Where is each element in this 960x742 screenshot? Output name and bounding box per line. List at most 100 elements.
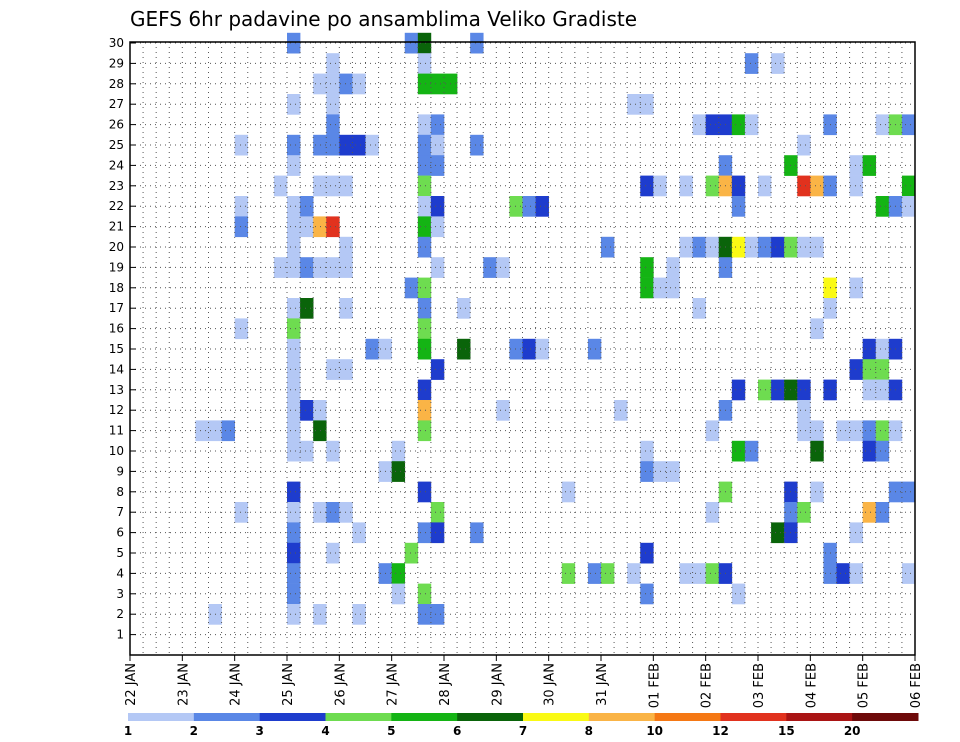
legend-label: 10 xyxy=(646,724,663,738)
heat-cell xyxy=(417,32,432,54)
heat-cell xyxy=(679,563,693,584)
legend-swatch xyxy=(523,713,590,721)
heat-cell xyxy=(430,502,445,523)
heat-cell xyxy=(535,338,549,360)
heat-cell xyxy=(417,73,432,95)
heat-cell xyxy=(470,522,484,544)
heat-cell xyxy=(417,134,432,156)
legend-label: 8 xyxy=(585,724,593,738)
heat-cell xyxy=(287,481,301,503)
heat-cell xyxy=(627,94,641,115)
heat-cell xyxy=(287,542,301,564)
heat-cell xyxy=(849,359,863,380)
heat-cell xyxy=(417,522,432,544)
heat-cell xyxy=(797,420,811,442)
x-tick-label: 25 JAN xyxy=(281,663,296,706)
y-tick-label: 15 xyxy=(109,342,124,356)
heat-cell xyxy=(430,604,445,625)
y-tick-label: 23 xyxy=(109,179,124,193)
heat-cell xyxy=(509,338,523,360)
heat-cell xyxy=(692,114,706,136)
y-tick-label: 20 xyxy=(109,240,124,254)
heat-cell xyxy=(300,400,314,421)
x-tick-label: 30 JAN xyxy=(543,663,558,706)
legend-swatch xyxy=(786,713,853,721)
heat-cell xyxy=(862,359,877,380)
heat-cell xyxy=(352,522,366,544)
heat-cell xyxy=(430,134,445,156)
heat-cell xyxy=(404,277,419,299)
heat-cell xyxy=(875,440,890,462)
heat-cell xyxy=(731,114,746,136)
heat-cell xyxy=(326,53,340,74)
grid-lines xyxy=(130,42,915,655)
heat-cell xyxy=(313,400,327,421)
heat-cell xyxy=(509,196,523,217)
y-tick-label: 11 xyxy=(109,424,124,438)
heat-cell xyxy=(287,216,301,238)
heat-cell xyxy=(640,175,654,197)
heat-cell xyxy=(365,338,379,360)
heat-cell xyxy=(666,257,680,278)
y-tick-label: 2 xyxy=(116,607,124,621)
heat-cell xyxy=(287,298,301,319)
heat-cell xyxy=(640,94,654,115)
y-tick-label: 8 xyxy=(116,485,124,499)
heat-cell xyxy=(326,257,340,278)
y-tick-label: 19 xyxy=(109,260,124,274)
heat-cell xyxy=(496,257,510,278)
heat-cell xyxy=(849,155,863,176)
heat-cell xyxy=(430,359,445,380)
heat-cell xyxy=(430,73,445,95)
heat-cell xyxy=(430,196,445,217)
heat-cell xyxy=(679,236,693,258)
heat-cell xyxy=(417,420,432,442)
y-tick-label: 18 xyxy=(109,281,124,295)
heat-cell xyxy=(797,400,811,421)
legend-swatch xyxy=(391,713,458,721)
x-tick-label: 29 JAN xyxy=(490,663,505,706)
heat-cell xyxy=(731,236,746,258)
y-tick-label: 10 xyxy=(109,444,124,458)
heat-cell xyxy=(326,114,340,136)
heat-cell xyxy=(417,175,432,197)
y-tick-label: 16 xyxy=(109,322,124,336)
heat-cell xyxy=(771,522,785,544)
heat-cell xyxy=(810,236,824,258)
heat-cell xyxy=(771,379,785,401)
heat-cell xyxy=(705,175,720,197)
heat-cell xyxy=(287,32,301,54)
y-tick-label: 22 xyxy=(109,199,124,213)
legend-swatch xyxy=(325,713,392,721)
heat-cell xyxy=(875,379,890,401)
heat-cell xyxy=(875,502,890,523)
y-tick-label: 21 xyxy=(109,220,124,234)
heat-cell xyxy=(601,563,615,584)
heat-cell xyxy=(313,420,327,442)
heat-cell xyxy=(797,502,811,523)
y-tick-label: 5 xyxy=(116,546,124,560)
heat-cell xyxy=(417,155,432,176)
heat-cell xyxy=(731,196,746,217)
heat-cell xyxy=(875,114,890,136)
heat-cell xyxy=(417,216,432,238)
heat-cell xyxy=(391,440,406,462)
heat-cell xyxy=(417,196,432,217)
heat-cell xyxy=(666,461,680,482)
y-tick-label: 1 xyxy=(116,628,124,642)
heat-cell xyxy=(339,73,353,95)
heat-cell xyxy=(771,53,785,74)
heat-cell xyxy=(287,94,301,115)
x-tick-label: 06 FEB xyxy=(909,663,924,708)
heat-cell xyxy=(692,563,706,584)
heat-cell xyxy=(417,236,432,258)
legend-label: 2 xyxy=(190,724,198,738)
heat-cell xyxy=(849,277,863,299)
heat-cell xyxy=(561,481,576,503)
heat-cell xyxy=(744,440,759,462)
heat-cell xyxy=(836,563,850,584)
heat-cell xyxy=(731,440,746,462)
heat-cell xyxy=(496,400,510,421)
x-tick-label: 02 FEB xyxy=(700,663,715,708)
heat-cell xyxy=(522,196,536,217)
